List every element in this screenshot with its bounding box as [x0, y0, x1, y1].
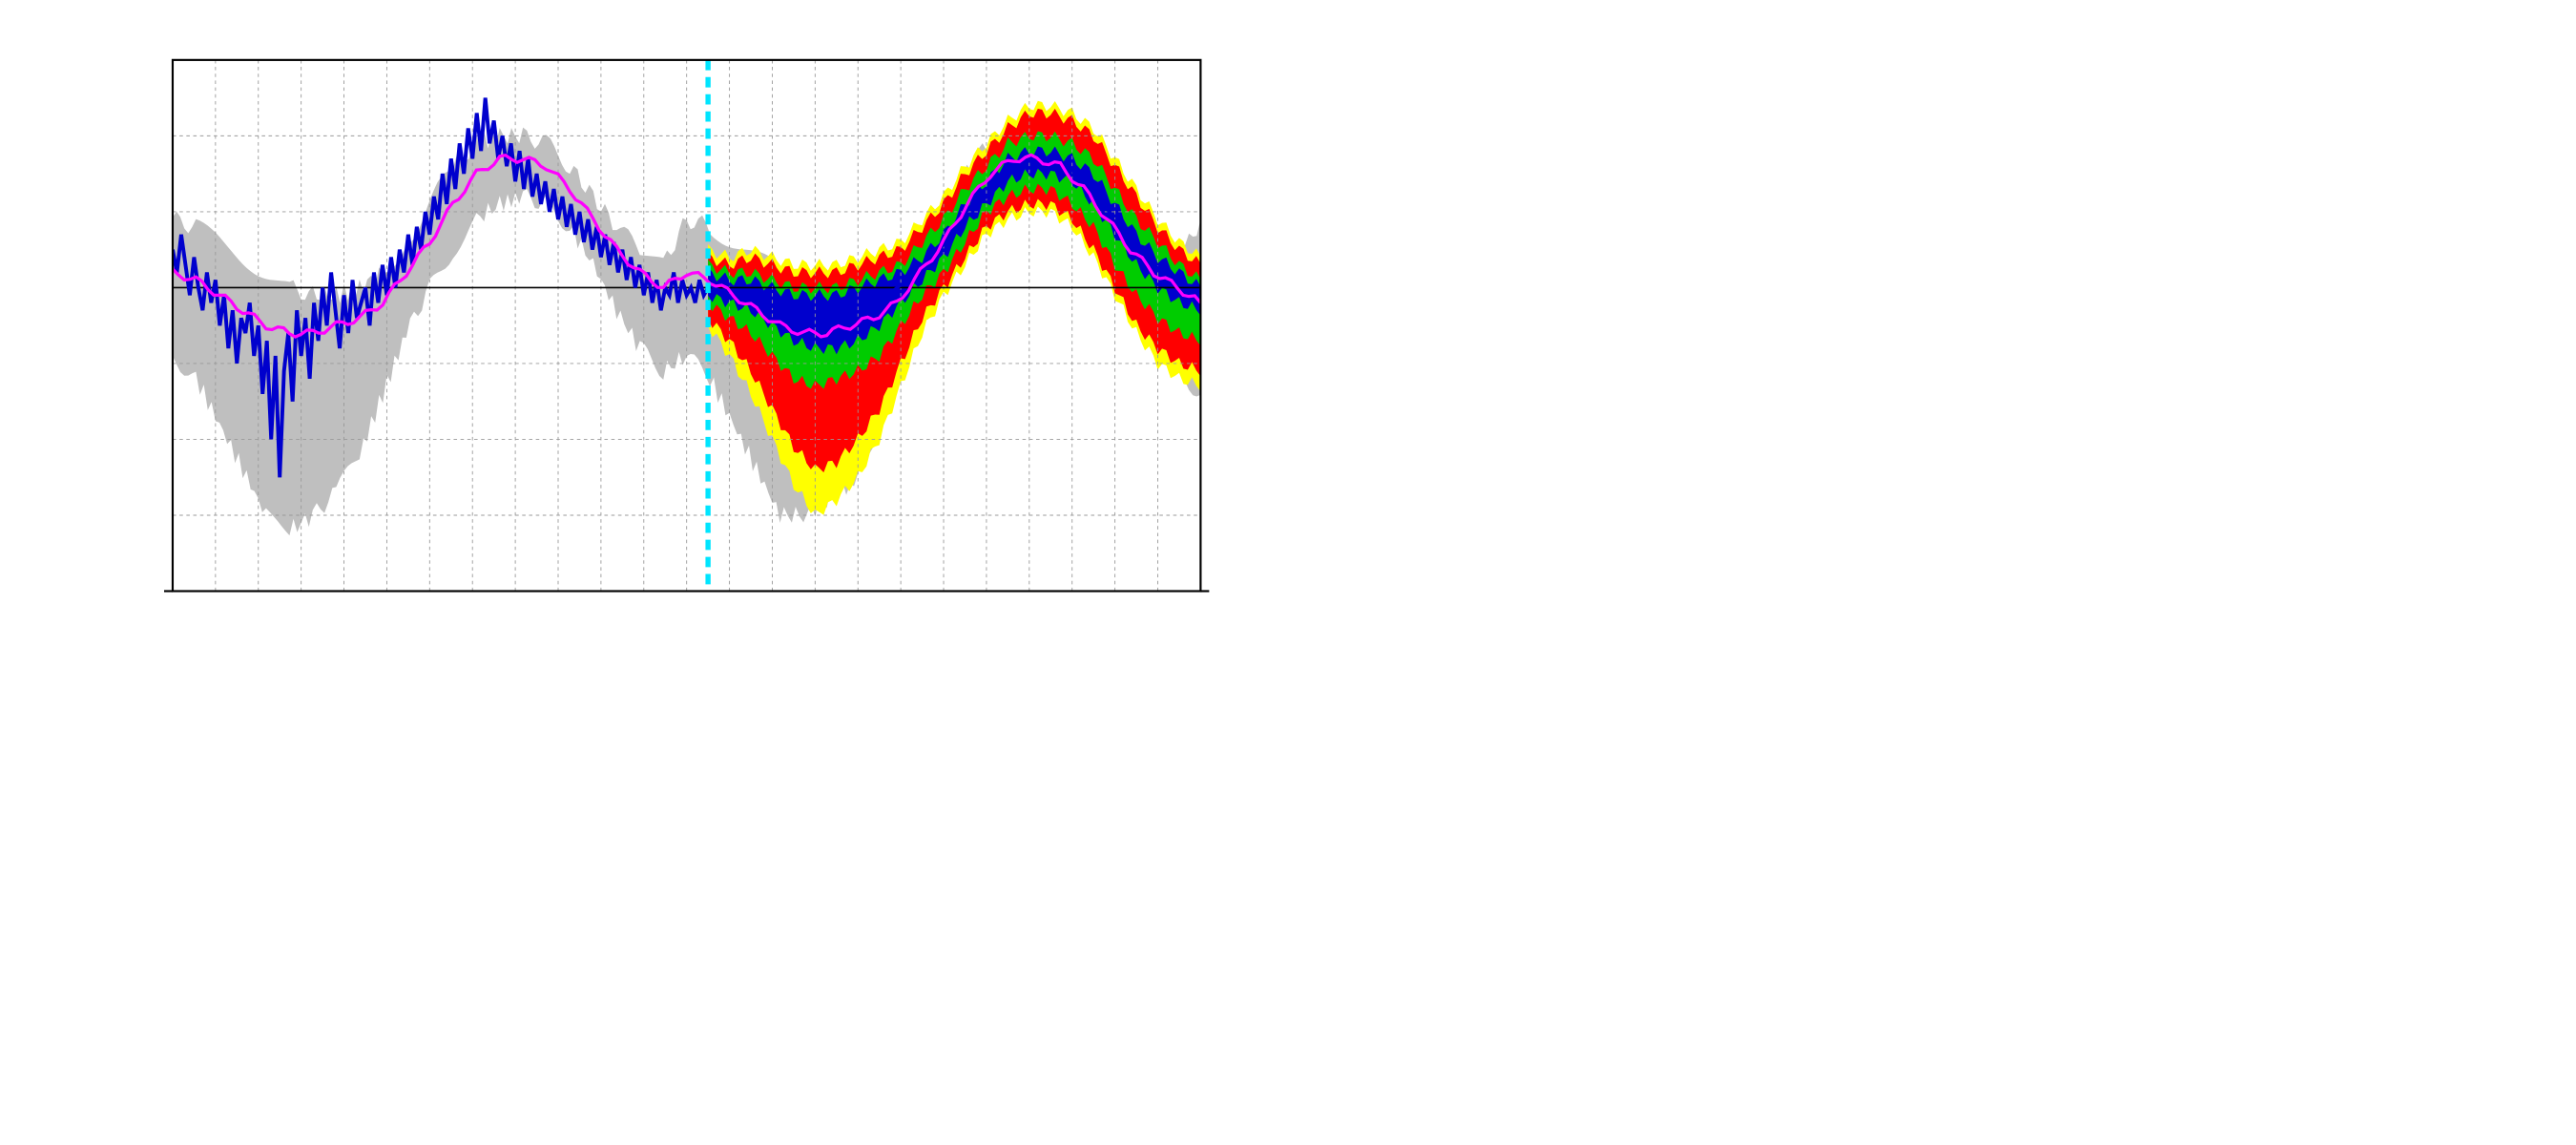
- chart-container: [0, 0, 1435, 637]
- chart-svg: [0, 0, 1435, 637]
